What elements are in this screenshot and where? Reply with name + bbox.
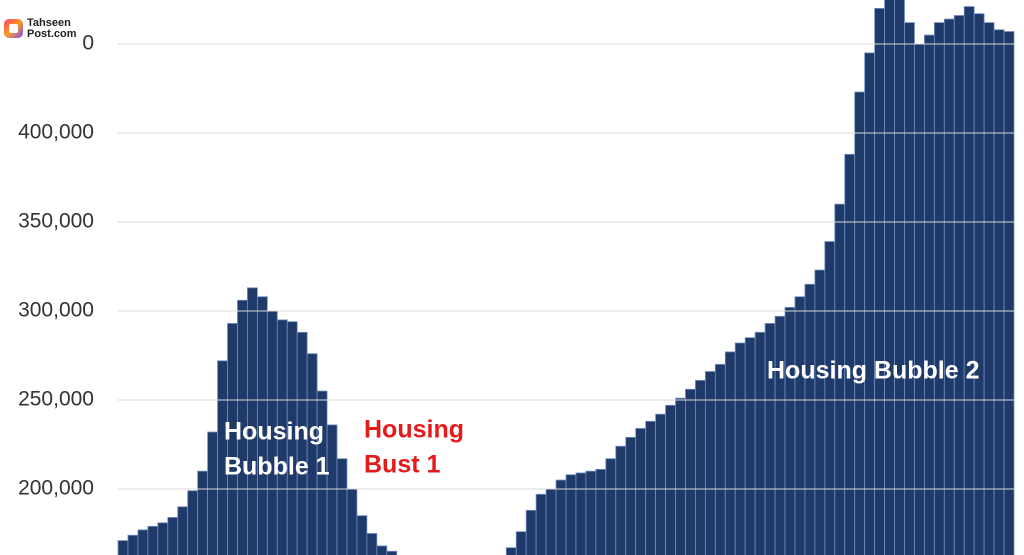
logo-icon-inner — [9, 24, 18, 33]
bar — [525, 509, 537, 555]
bar — [904, 22, 915, 555]
bar — [933, 22, 945, 555]
bar — [754, 331, 766, 555]
bar — [197, 470, 208, 555]
bar — [874, 7, 885, 555]
bar — [794, 296, 806, 555]
bar — [545, 488, 557, 555]
bar — [366, 533, 378, 555]
bar — [724, 351, 736, 555]
bar — [844, 153, 856, 555]
bar — [326, 424, 338, 555]
bar — [645, 420, 657, 555]
bar — [1003, 31, 1015, 555]
bar — [924, 34, 935, 555]
bar — [854, 91, 866, 555]
bar — [595, 468, 607, 555]
y-tick-label: 300,000 — [18, 299, 94, 322]
bar — [615, 445, 627, 555]
bar — [137, 529, 149, 555]
bar — [993, 29, 1005, 555]
logo-text: Post.com — [27, 28, 77, 40]
bar — [685, 388, 696, 555]
bar — [585, 470, 597, 555]
bar — [187, 490, 199, 555]
bar — [635, 428, 647, 555]
bar — [346, 488, 358, 555]
bar — [943, 18, 955, 555]
y-tick-label: 350,000 — [18, 210, 94, 233]
y-tick-label: 250,000 — [18, 388, 94, 411]
bar — [914, 43, 925, 555]
y-tick-label: 0 — [82, 32, 94, 55]
bar — [127, 534, 139, 555]
bar — [695, 379, 706, 555]
bar — [894, 0, 905, 555]
bar — [864, 52, 876, 555]
bar — [515, 531, 527, 555]
bar — [207, 431, 218, 555]
bar — [555, 479, 567, 555]
bar — [605, 458, 617, 555]
annotation: Bust 1 — [364, 451, 441, 479]
bar — [814, 269, 826, 555]
y-tick-label: 400,000 — [18, 121, 94, 144]
bar — [884, 0, 895, 555]
bar — [117, 540, 129, 555]
bar — [505, 547, 517, 555]
bar — [963, 6, 975, 555]
bar — [704, 371, 716, 555]
bar — [675, 397, 686, 555]
bar — [744, 337, 756, 555]
bar — [953, 15, 965, 555]
bar — [336, 458, 348, 555]
annotation: Housing — [224, 418, 324, 446]
bar — [774, 315, 786, 555]
annotation: Bubble 1 — [224, 453, 330, 481]
bar — [147, 525, 159, 555]
bar — [804, 283, 816, 555]
bar — [177, 506, 189, 555]
y-tick-label: 200,000 — [18, 477, 94, 500]
bar — [665, 404, 676, 555]
annotation: Housing — [364, 416, 464, 444]
bar — [376, 545, 388, 555]
bar — [157, 522, 169, 555]
bar — [535, 493, 547, 555]
bar — [356, 515, 368, 555]
bar — [714, 363, 726, 555]
bar — [734, 342, 746, 555]
bars — [117, 0, 1015, 555]
bar — [655, 413, 666, 555]
annotation: Housing Bubble 2 — [767, 357, 980, 385]
bar — [824, 241, 836, 555]
bar — [983, 22, 995, 555]
bar — [625, 436, 637, 555]
bar — [575, 472, 587, 555]
bar — [784, 307, 796, 555]
bar — [565, 474, 577, 555]
bar — [386, 550, 398, 555]
bar — [167, 517, 179, 555]
logo-text: Tahseen — [27, 17, 71, 29]
bar — [973, 13, 985, 555]
